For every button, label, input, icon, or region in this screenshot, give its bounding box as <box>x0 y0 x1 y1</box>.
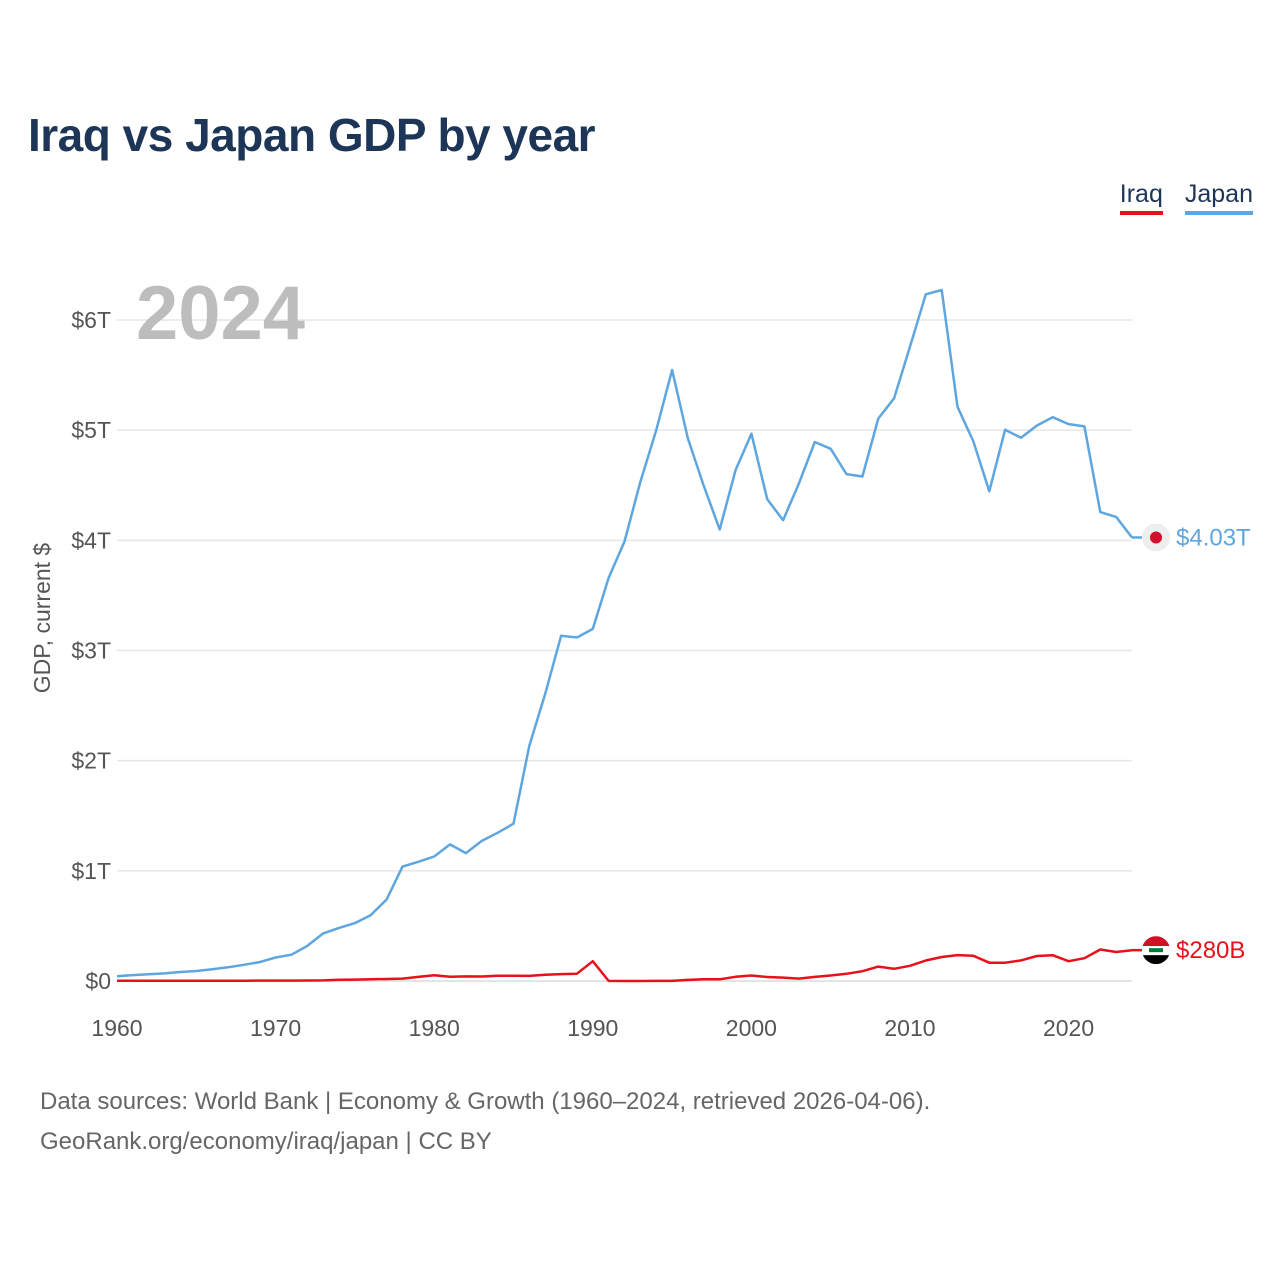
end-label-japan: $4.03T <box>1176 524 1251 551</box>
data-source-note: Data sources: World Bank | Economy & Gro… <box>40 1082 930 1162</box>
end-label-iraq: $280B <box>1176 937 1245 964</box>
x-tick-label: 1990 <box>567 1015 618 1041</box>
legend-item-japan[interactable]: Japan <box>1184 180 1253 215</box>
series-line-japan <box>116 288 1133 978</box>
series-lines <box>116 288 1133 983</box>
source-line: Data sources: World Bank | Economy & Gro… <box>40 1088 931 1115</box>
japan-flag-disc <box>1150 531 1162 544</box>
x-tick-label: 2010 <box>884 1015 935 1041</box>
y-tick-label: $0 <box>85 968 111 994</box>
series-line-iraq <box>117 948 1133 983</box>
y-axis-label: GDP, current $ <box>29 543 55 694</box>
x-axis-ticks: 1960 1970 1980 1990 2000 2010 2020 <box>91 1015 1094 1041</box>
end-markers: $4.03T $280B <box>1132 523 1251 965</box>
y-tick-label: $2T <box>71 748 111 774</box>
y-tick-label: $6T <box>71 307 111 333</box>
x-tick-label: 1980 <box>409 1015 460 1041</box>
current-year-display: 2024 <box>136 271 306 356</box>
x-tick-label: 2000 <box>726 1015 777 1041</box>
legend-item-iraq[interactable]: Iraq <box>1119 180 1163 215</box>
y-tick-label: $1T <box>71 858 111 884</box>
chart-title: Iraq vs Japan GDP by year <box>28 109 596 161</box>
credit-line: GeoRank.org/economy/iraq/japan | CC BY <box>40 1128 492 1155</box>
y-axis-ticks: $0 $1T $2T $3T $4T $5T $6T <box>71 307 111 994</box>
x-tick-label: 1970 <box>250 1015 301 1041</box>
iraq-flag-icon <box>1142 936 1170 965</box>
y-tick-label: $5T <box>71 417 111 443</box>
x-tick-label: 1960 <box>91 1015 142 1041</box>
y-tick-label: $3T <box>71 638 111 664</box>
x-tick-label: 2020 <box>1043 1015 1094 1041</box>
grid-lines <box>117 319 1132 982</box>
y-tick-label: $4T <box>71 527 111 553</box>
legend: Iraq Japan <box>1119 180 1253 215</box>
